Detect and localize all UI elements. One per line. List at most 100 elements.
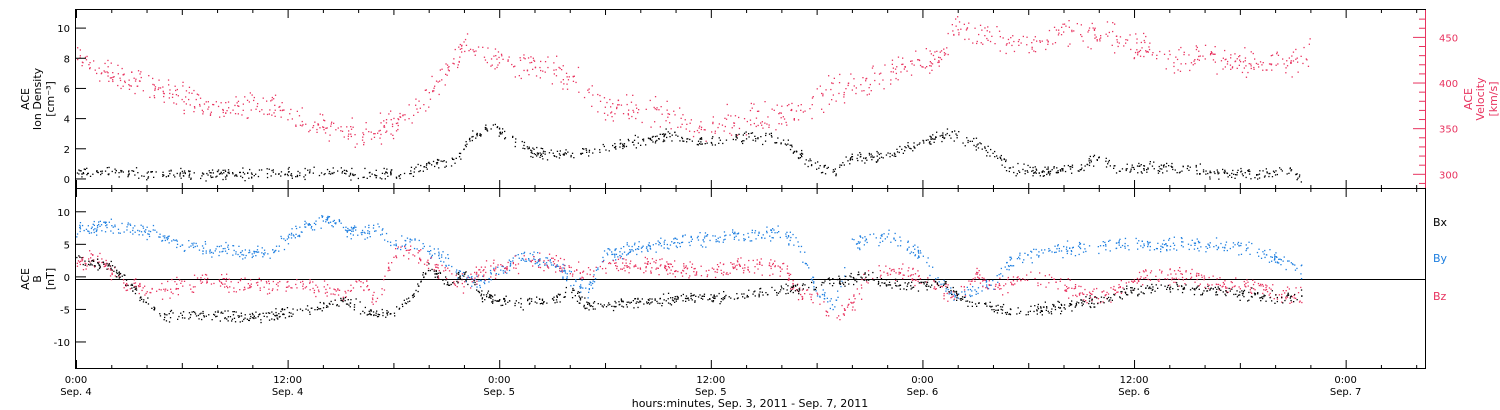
velocity-point	[1022, 35, 1024, 38]
by-point	[1188, 248, 1190, 251]
by-point	[287, 243, 290, 245]
by-point	[690, 240, 692, 242]
velocity-point	[322, 114, 324, 116]
velocity-point	[112, 80, 114, 83]
velocity-point	[197, 94, 200, 96]
by-point	[935, 278, 937, 280]
by-point	[184, 249, 186, 252]
density-point	[1041, 171, 1043, 173]
velocity-point	[555, 75, 558, 77]
velocity-point	[1270, 55, 1272, 57]
density-point	[528, 146, 530, 148]
bz-point	[559, 270, 561, 272]
velocity-point	[653, 106, 655, 109]
by-point	[262, 256, 264, 258]
by-point	[1160, 248, 1162, 250]
bx-point	[89, 264, 91, 266]
by-point	[626, 244, 628, 246]
velocity-point	[1177, 69, 1179, 71]
density-point	[1005, 159, 1007, 161]
bz-point	[249, 279, 252, 281]
bz-point	[479, 269, 481, 271]
density-point	[745, 131, 747, 133]
velocity-point	[378, 130, 380, 132]
velocity-point	[122, 85, 124, 87]
density-point	[689, 138, 691, 141]
bx-point	[1205, 287, 1207, 290]
by-point	[369, 236, 371, 238]
bz-point	[206, 281, 208, 283]
by-point	[1232, 242, 1235, 244]
density-point	[415, 166, 417, 168]
by-point	[254, 251, 256, 253]
bz-point	[1103, 290, 1105, 292]
density-point	[987, 145, 989, 147]
velocity-point	[880, 72, 882, 74]
bz-point	[650, 270, 652, 272]
velocity-point	[523, 69, 525, 72]
by-point	[393, 244, 395, 246]
by-point	[1269, 249, 1271, 251]
velocity-point	[1262, 69, 1264, 71]
velocity-point	[1229, 64, 1232, 66]
by-point	[326, 219, 328, 221]
by-point	[673, 238, 675, 240]
velocity-point	[767, 116, 769, 118]
velocity-point	[1306, 59, 1308, 61]
density-point	[203, 173, 205, 175]
by-point	[273, 251, 275, 254]
by-point	[409, 241, 411, 243]
bx-point	[214, 314, 216, 316]
bz-point	[1250, 287, 1252, 289]
by-point	[628, 251, 630, 254]
bx-point	[79, 256, 81, 258]
by-point	[521, 257, 523, 260]
velocity-point	[1291, 76, 1293, 78]
bz-point	[1102, 301, 1104, 303]
bz-point	[530, 260, 532, 262]
density-point	[711, 144, 714, 146]
by-point	[1148, 242, 1150, 244]
density-point	[1053, 166, 1055, 168]
by-point	[997, 281, 999, 283]
velocity-point	[938, 65, 940, 67]
density-point	[395, 177, 398, 179]
bz-point	[388, 266, 390, 268]
density-point	[1032, 175, 1034, 177]
velocity-point	[1262, 62, 1264, 64]
density-point	[540, 154, 542, 156]
velocity-point	[955, 25, 957, 27]
velocity-point	[1006, 43, 1008, 45]
by-point	[129, 231, 132, 233]
velocity-point	[428, 92, 430, 94]
density-point	[352, 174, 354, 176]
by-point	[595, 269, 598, 271]
bz-point	[1040, 283, 1042, 286]
density-point	[349, 172, 352, 174]
bz-point	[1138, 271, 1141, 274]
velocity-point	[494, 68, 496, 70]
bz-point	[101, 261, 103, 264]
density-point	[1114, 165, 1116, 167]
velocity-point	[452, 62, 454, 64]
density-point	[307, 169, 309, 171]
density-point	[1012, 166, 1014, 168]
density-point	[843, 164, 845, 166]
density-point	[1046, 168, 1048, 170]
bx-point	[785, 293, 787, 295]
bz-point	[856, 288, 858, 290]
bz-point	[464, 281, 466, 283]
by-point	[347, 227, 349, 230]
density-point	[570, 156, 572, 158]
bx-point	[776, 294, 778, 296]
bz-point	[257, 284, 259, 286]
velocity-point	[778, 123, 780, 125]
density-point	[851, 156, 854, 158]
velocity-point	[268, 113, 270, 115]
velocity-point	[1118, 42, 1120, 44]
velocity-point	[1271, 69, 1273, 71]
by-point	[1280, 259, 1282, 261]
velocity-point	[750, 124, 752, 126]
by-point	[222, 248, 224, 250]
by-point	[626, 242, 628, 244]
